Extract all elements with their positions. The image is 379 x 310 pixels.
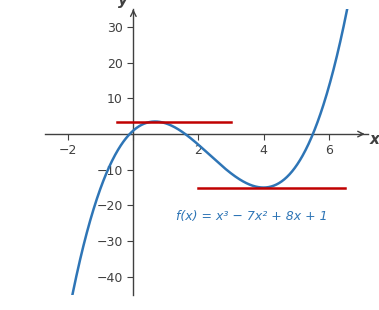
Text: f(x) = x³ − 7x² + 8x + 1: f(x) = x³ − 7x² + 8x + 1 xyxy=(175,210,327,223)
Text: x: x xyxy=(369,132,379,147)
Text: y: y xyxy=(119,0,128,7)
